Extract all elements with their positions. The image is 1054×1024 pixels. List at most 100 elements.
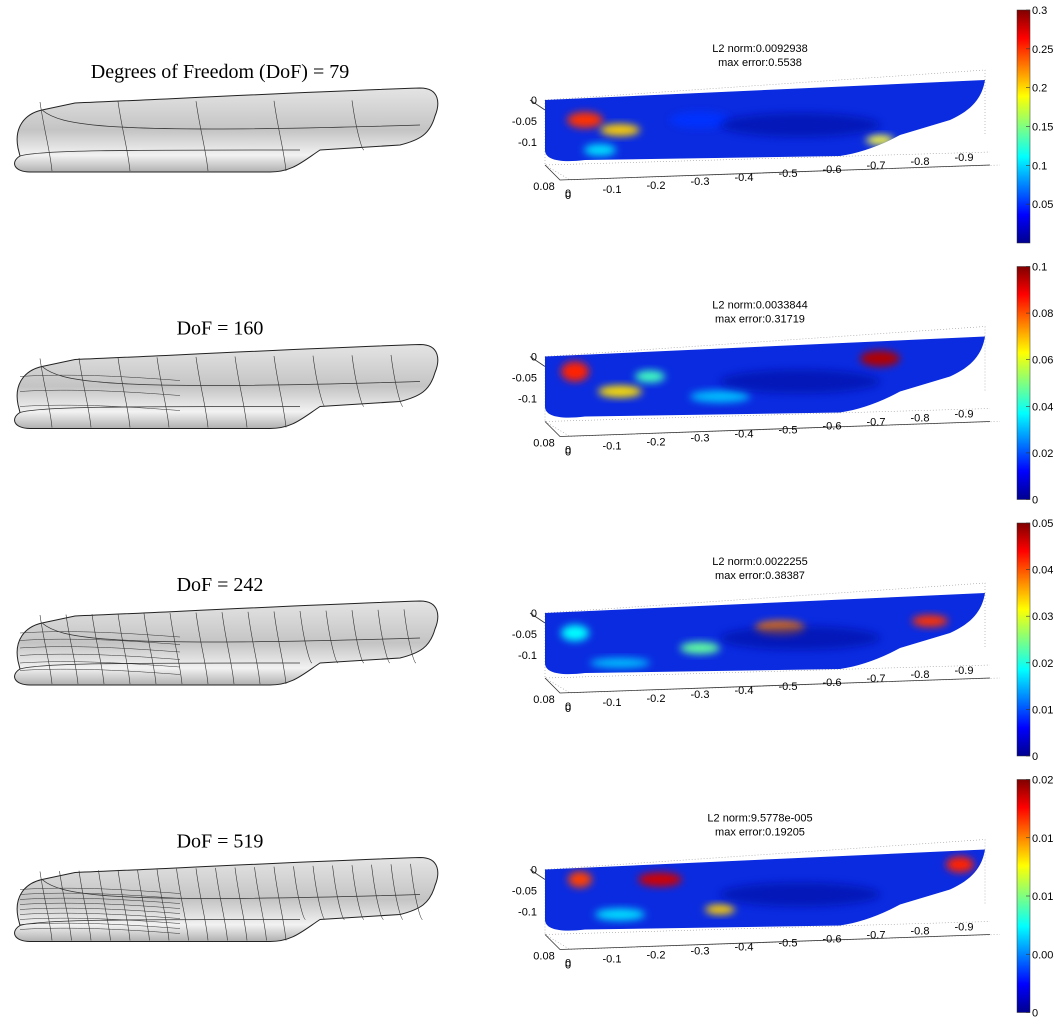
x-tick-label: -0.1 (603, 697, 622, 709)
z-tick-label: -0.1 (518, 907, 537, 919)
colorbar-tick-label: 0.05 (1032, 518, 1053, 530)
colorbar (1017, 523, 1030, 756)
x-tick-label: -0.9 (955, 152, 974, 164)
max-error: max error:0.19205 (715, 827, 805, 839)
x-tick-label: -0.6 (823, 164, 842, 176)
dof-label: Degrees of Freedom (DoF) = 79 (91, 61, 349, 83)
l2-norm: L2 norm:0.0033844 (712, 300, 807, 312)
colorbar-tick-label: 0.01 (1032, 891, 1053, 903)
dof-label: DoF = 160 (177, 318, 264, 340)
colorbar-tick-label: 0.015 (1032, 833, 1054, 845)
colorbar-tick-label: 0.01 (1032, 704, 1053, 716)
x-tick-label: -0.2 (647, 950, 666, 962)
page: Degrees of Freedom (DoF) = 79 L2 norm:0.0… (0, 0, 1054, 1024)
error-hotspot (561, 625, 589, 641)
error-hotspot (635, 371, 665, 383)
dof-label: DoF = 242 (177, 574, 264, 596)
colorbar-tick-label: 0.02 (1032, 775, 1053, 787)
y-tick-label: 0.08 (533, 438, 554, 450)
x-tick-label: 0 (565, 445, 571, 457)
colorbar-tick-label: 0 (1032, 1008, 1038, 1020)
z-tick-label: -0.05 (512, 886, 537, 898)
colorbar-tick-label: 0.03 (1032, 611, 1053, 623)
x-tick-label: -0.5 (779, 168, 798, 180)
z-tick-label: -0.05 (512, 116, 537, 128)
hull-surface (15, 88, 438, 172)
dof-label: DoF = 519 (177, 831, 264, 853)
x-tick-label: -0.1 (603, 441, 622, 453)
colorbar-tick-label: 0.1 (1032, 262, 1047, 274)
colorbar-tick-label: 0.005 (1032, 949, 1054, 961)
error-hotspot (705, 905, 735, 915)
error-plot: 0-0.05-0.10.0800-0.1-0.2-0.3-0.4-0.5-0.6… (512, 327, 1000, 459)
max-error: max error:0.31719 (715, 314, 805, 326)
x-tick-label: -0.7 (867, 417, 886, 429)
x-tick-label: -0.3 (691, 176, 710, 188)
x-tick-label: -0.4 (735, 429, 754, 441)
error-hotspot (568, 872, 592, 888)
colorbar-tick-label: 0 (1032, 495, 1038, 507)
x-tick-label: -0.6 (823, 934, 842, 946)
x-tick-label: -0.5 (779, 425, 798, 437)
colorbar-tick-label: 0.02 (1032, 658, 1053, 670)
y-tick-label: 0.08 (533, 951, 554, 963)
l2-norm: L2 norm:9.5778e-005 (707, 813, 812, 825)
error-hotspot (561, 362, 589, 382)
hull-render (15, 88, 438, 172)
row: DoF = 519 L2 norm:9.5778e-005 max error:0.… (15, 775, 1054, 1020)
error-hotspot (595, 909, 645, 921)
x-tick-label: -0.4 (735, 685, 754, 697)
hull-surface (15, 345, 438, 429)
x-tick-label: -0.8 (911, 413, 930, 425)
x-tick-label: -0.1 (603, 184, 622, 196)
colorbar-tick-label: 0.08 (1032, 308, 1053, 320)
x-tick-label: -0.2 (647, 180, 666, 192)
colorbar-tick-label: 0.2 (1032, 83, 1047, 95)
x-tick-label: -0.5 (779, 938, 798, 950)
colorbar-tick-label: 0.1 (1032, 160, 1047, 172)
y-tick-label: 0.08 (533, 694, 554, 706)
hull-render (15, 345, 438, 429)
x-tick-label: -0.3 (691, 433, 710, 445)
colorbar-tick-label: 0.04 (1032, 565, 1053, 577)
x-tick-label: 0 (565, 188, 571, 200)
row: DoF = 160 L2 norm:0.0033844 max error:0.31… (15, 262, 1054, 507)
x-tick-label: -0.9 (955, 922, 974, 934)
error-hotspot (638, 873, 682, 887)
error-hotspot (600, 124, 640, 136)
x-tick-label: -0.3 (691, 946, 710, 958)
x-tick-label: 0 (565, 958, 571, 970)
hull-render (15, 858, 438, 942)
colorbar-tick-label: 0.06 (1032, 355, 1053, 367)
error-hotspot (690, 391, 750, 403)
hull-render (15, 601, 438, 685)
error-plot: 0-0.05-0.10.0800-0.1-0.2-0.3-0.4-0.5-0.6… (512, 840, 1000, 972)
error-hotspot (720, 883, 880, 907)
z-tick-label: 0 (531, 865, 537, 877)
l2-norm: L2 norm:0.0092938 (712, 43, 807, 55)
x-tick-label: -0.1 (603, 954, 622, 966)
x-tick-label: -0.2 (647, 437, 666, 449)
figure: Degrees of Freedom (DoF) = 79 L2 norm:0.0… (0, 0, 1054, 1024)
colorbar-tick-label: 0.3 (1032, 5, 1047, 17)
colorbar-tick-label: 0.25 (1032, 44, 1053, 56)
colorbar-tick-label: 0 (1032, 751, 1038, 763)
error-hotspot (720, 370, 880, 394)
z-tick-label: -0.1 (518, 650, 537, 662)
error-hotspot (598, 386, 642, 398)
x-tick-label: -0.5 (779, 681, 798, 693)
x-tick-label: -0.8 (911, 156, 930, 168)
error-hotspot (720, 113, 880, 137)
x-tick-label: -0.8 (911, 669, 930, 681)
error-hotspot (567, 112, 603, 128)
x-tick-label: -0.7 (867, 930, 886, 942)
x-tick-label: -0.6 (823, 677, 842, 689)
z-tick-label: 0 (531, 352, 537, 364)
hull-surface (15, 601, 438, 685)
colorbar-tick-label: 0.02 (1032, 448, 1053, 460)
z-tick-label: -0.05 (512, 373, 537, 385)
error-plot: 0-0.05-0.10.0800-0.1-0.2-0.3-0.4-0.5-0.6… (512, 70, 1000, 202)
error-hotspot (946, 857, 974, 873)
x-tick-label: -0.7 (867, 160, 886, 172)
y-tick-label: 0.08 (533, 181, 554, 193)
